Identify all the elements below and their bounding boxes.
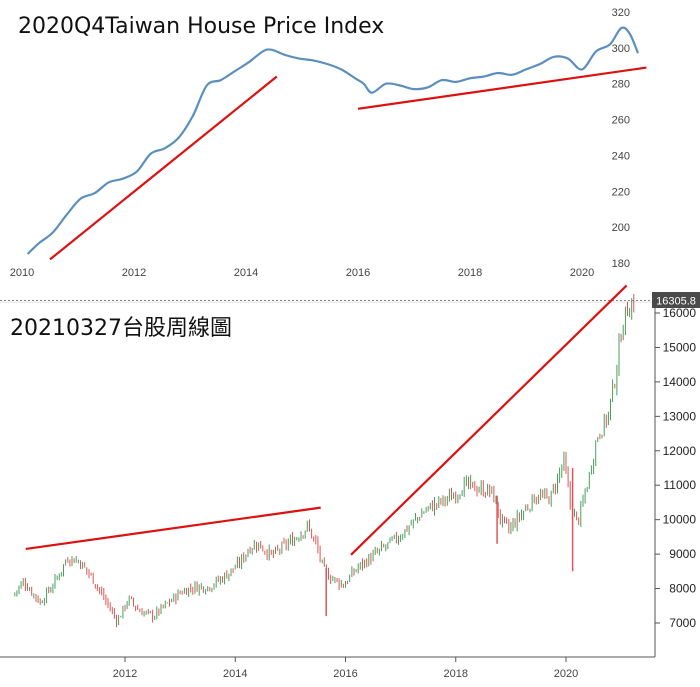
stock-y-tick: 14000 — [663, 375, 697, 389]
stock-x-tick: 2018 — [444, 668, 468, 680]
house-price-x-tick: 2016 — [346, 267, 370, 279]
stock-weekly-chart: 7000 8000 9000 10000 11000 12000 13000 14000 150… — [0, 284, 700, 680]
stock-x-axis: 2012 2014 2016 2018 2020 — [113, 657, 578, 680]
house-price-y-tick: 240 — [612, 150, 630, 162]
house-price-x-tick: 2012 — [122, 267, 146, 279]
stock-y-tick: 13000 — [663, 409, 697, 423]
last-price-label: 16305.8 — [656, 296, 696, 308]
house-price-y-tick: 260 — [612, 115, 630, 127]
stock-x-tick: 2016 — [333, 668, 357, 680]
stock-trendline — [25, 506, 321, 551]
last-price-badge — [652, 292, 700, 308]
stock-y-tick: 7000 — [669, 616, 696, 630]
stock-y-tick: 12000 — [663, 444, 697, 458]
stock-trendlines — [25, 284, 628, 556]
house-price-y-tick: 180 — [612, 258, 630, 270]
stock-y-tick: 16000 — [663, 306, 697, 320]
stock-y-tick: 11000 — [664, 478, 697, 492]
stock-x-tick: 2020 — [554, 668, 578, 680]
house-price-x-tick: 2018 — [458, 267, 482, 279]
house-price-y-tick: 280 — [612, 79, 630, 91]
house-price-y-tick: 300 — [612, 43, 630, 55]
stock-y-axis: 7000 8000 9000 10000 11000 12000 13000 14000 150… — [655, 306, 696, 630]
house-price-y-axis: 320 300 280 260 240 220 200 180 — [612, 7, 630, 270]
stock-trendline — [350, 284, 628, 556]
house-price-x-axis: 2010 2012 2014 2016 2018 2020 — [10, 267, 594, 279]
house-price-y-tick: 200 — [612, 222, 630, 234]
house-price-series-line — [26, 26, 640, 255]
stock-y-tick: 9000 — [669, 547, 696, 561]
stock-candles — [14, 293, 635, 628]
house-price-trendline — [49, 75, 278, 261]
house-price-trendlines — [49, 66, 647, 261]
stock-x-tick: 2012 — [113, 668, 137, 680]
house-price-x-tick: 2010 — [10, 267, 34, 279]
stock-chart-title: 20210327台股周線圖 — [10, 316, 232, 341]
stock-y-tick: 8000 — [669, 582, 696, 596]
stock-x-tick: 2014 — [223, 668, 247, 680]
house-price-x-tick: 2020 — [570, 267, 594, 279]
house-price-trendline — [357, 66, 647, 110]
house-price-y-tick: 320 — [612, 7, 630, 19]
house-price-y-tick: 220 — [612, 186, 630, 198]
house-price-x-tick: 2014 — [234, 267, 258, 279]
stock-y-tick: 10000 — [663, 513, 697, 527]
house-price-title: 2020Q4Taiwan House Price Index — [18, 14, 385, 39]
stock-y-tick: 15000 — [663, 340, 697, 354]
